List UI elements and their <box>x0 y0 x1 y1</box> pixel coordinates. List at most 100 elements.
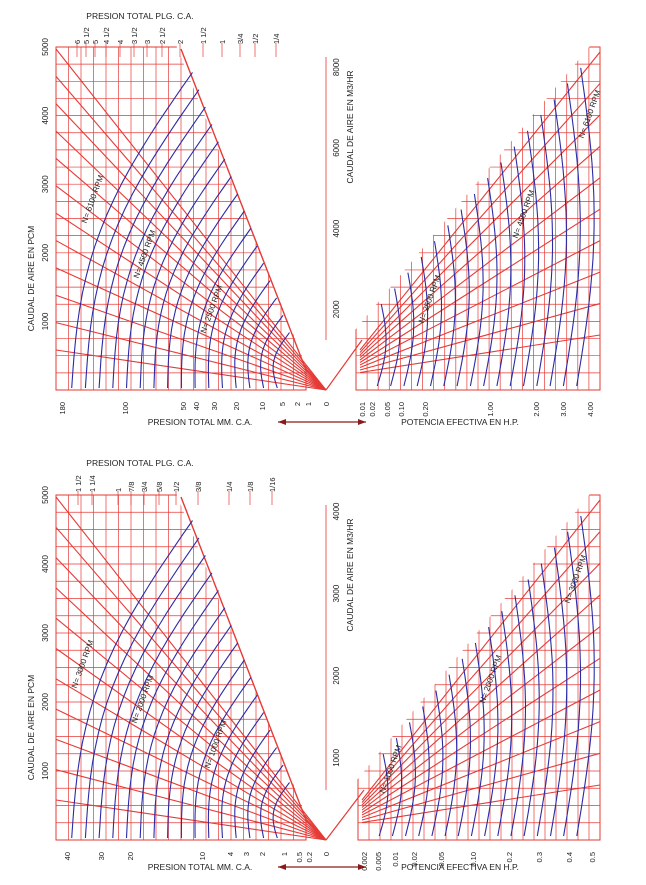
left-bottom-axis-title: PRESION TOTAL MM. C.A. <box>148 417 253 427</box>
left-bottom-tick-label: 2 <box>293 402 302 406</box>
left-rpm-curve <box>112 572 213 839</box>
left-rpm-curves <box>71 520 290 839</box>
left-rpm-curve <box>71 520 193 839</box>
left-bottom-tick-label: 100 <box>121 402 130 415</box>
left-y-tick-label: 4000 <box>41 555 50 573</box>
left-bottom-tick-label: 4 <box>226 852 235 856</box>
left-rpm-curve <box>221 262 265 389</box>
left-y-tick-label: 5000 <box>41 486 50 504</box>
arrow-head-left <box>278 864 286 870</box>
left-top-tick-label: 4 <box>116 40 125 44</box>
right-bottom-tick-label: 0.10 <box>469 852 478 867</box>
right-rpm-curve <box>431 690 444 837</box>
right-bottom-tick-label: 0.20 <box>421 402 430 417</box>
left-diagonals <box>55 48 327 391</box>
left-bottom-tick-label: 50 <box>179 402 188 410</box>
left-rpm-curve <box>207 694 258 839</box>
left-y-axis-title: CAUDAL DE AIRE EN PCM <box>26 226 36 332</box>
right-bottom-tick-label: 0.5 <box>588 852 597 862</box>
left-rpm-label: N= 6100 RPM <box>80 174 106 225</box>
right-y-axis-title: CAUDAL DE AIRE EN M3/HR <box>345 70 355 183</box>
left-rpm-curve <box>247 747 278 839</box>
right-rpm-curve <box>378 753 389 837</box>
left-top-tick-label: 1 <box>114 488 123 492</box>
origin-line-right <box>325 789 365 841</box>
right-rpm-curve <box>443 225 456 387</box>
right-rpm-curve <box>391 738 403 837</box>
left-bottom-tick-label: 30 <box>210 402 219 410</box>
right-rpm-curve <box>416 256 429 387</box>
left-pressure-line <box>55 185 327 391</box>
right-blank-wedge <box>355 46 590 330</box>
left-top-tick-label: 3 1/2 <box>130 27 139 44</box>
left-pressure-line <box>55 738 327 841</box>
left-top-tick-label: 6 <box>73 40 82 44</box>
left-bottom-tick-label: 40 <box>192 402 201 410</box>
left-top-tick-label: 3 <box>143 40 152 44</box>
right-y-tick-label: 4000 <box>332 502 341 520</box>
left-bottom-tick-label: 2 <box>258 852 267 856</box>
right-y-tick-label: 2000 <box>332 666 341 684</box>
left-envelope-line <box>180 496 307 821</box>
left-bottom-tick-label: 30 <box>97 852 106 860</box>
left-pressure-line <box>55 496 327 841</box>
right-rpm-curve <box>470 642 485 837</box>
left-top-tick-label: 5/8 <box>155 482 164 492</box>
left-bottom-tick-label: 1 <box>280 852 289 856</box>
left-rpm-curve <box>194 228 252 389</box>
origin-line-right <box>325 339 363 391</box>
left-bottom-tick-label: 3 <box>242 852 251 856</box>
left-rpm-curve <box>180 210 245 388</box>
right-power-line <box>359 51 601 351</box>
left-top-tick-lines <box>77 491 273 505</box>
right-rpm-curve <box>483 178 498 387</box>
right-bottom-tick-label: 0.2 <box>505 852 514 862</box>
left-rpm-curves <box>71 72 290 389</box>
right-rpm-curve <box>549 547 568 837</box>
right-y-tick-label: 2000 <box>332 300 341 318</box>
left-bottom-tick-label: 10 <box>258 402 267 410</box>
left-rpm-curve <box>234 280 271 389</box>
left-rpm-curve <box>139 607 226 839</box>
left-bottom-axis-title: PRESION TOTAL MM. C.A. <box>148 862 253 872</box>
right-y-axis-title: CAUDAL DE AIRE EN M3/HR <box>345 518 355 631</box>
right-rpm-curve <box>457 658 471 837</box>
left-rpm-curve <box>112 124 213 389</box>
left-rpm-curve <box>153 624 232 839</box>
left-top-tick-label: 1/2 <box>172 482 181 492</box>
left-top-axis-title: PRESION TOTAL PLG. C.A. <box>86 11 193 21</box>
right-rpm-curve <box>444 674 458 837</box>
right-bottom-tick-label: 0.02 <box>368 402 377 417</box>
left-y-tick-label: 1000 <box>41 762 50 780</box>
left-rpm-curve <box>167 193 239 389</box>
right-bottom-tick-label: 0.10 <box>397 402 406 417</box>
left-bottom-tick-label: 40 <box>63 852 72 860</box>
right-power-line <box>361 531 601 803</box>
left-rpm-curve <box>180 659 245 838</box>
right-bottom-tick-label: 0.4 <box>565 852 574 862</box>
right-power-line <box>359 334 601 374</box>
right-rpm-curves <box>378 515 595 837</box>
right-rpm-curve <box>497 611 513 837</box>
right-bottom-tick-label: 0.02 <box>410 852 419 867</box>
left-top-tick-label: 1/16 <box>268 477 277 492</box>
left-pressure-line <box>55 708 327 841</box>
right-bottom-tick-label: 0.05 <box>437 852 446 867</box>
right-power-line <box>359 303 601 371</box>
left-rpm-curve <box>98 106 206 389</box>
right-power-line <box>361 499 601 801</box>
right-rpm-curve <box>549 99 567 387</box>
right-rpm-curves <box>376 67 595 387</box>
left-y-tick-label: 4000 <box>41 106 50 124</box>
right-bottom-tick-label: 0.005 <box>374 852 383 871</box>
left-rpm-curve <box>125 141 219 389</box>
right-power-line <box>361 784 601 824</box>
left-top-tick-lines <box>76 43 277 57</box>
right-y-tick-label: 4000 <box>332 219 341 237</box>
origin-line-left <box>305 369 327 391</box>
left-y-tick-label: 1000 <box>41 312 50 330</box>
right-bottom-tick-label: 0.05 <box>383 402 392 417</box>
left-top-tick-label: 1/2 <box>251 34 260 44</box>
right-y-tick-label: 8000 <box>332 58 341 76</box>
